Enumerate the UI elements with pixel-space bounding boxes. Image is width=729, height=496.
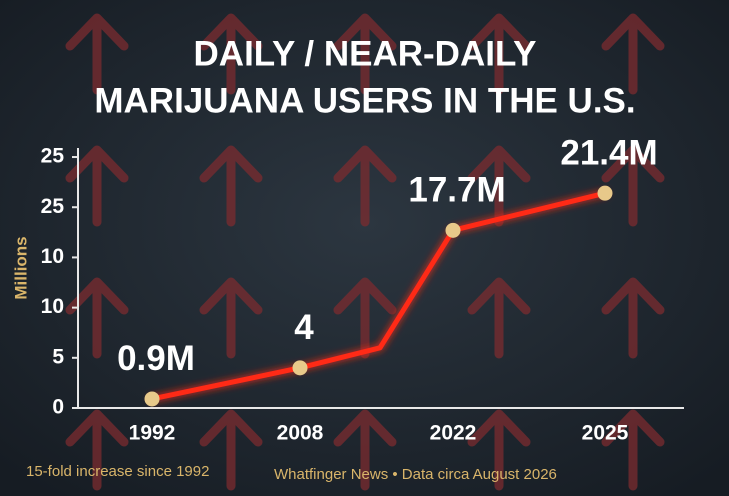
- x-tick-label: 2025: [582, 422, 629, 445]
- data-label: 21.4M: [560, 133, 657, 172]
- y-axis-label: Millions: [11, 236, 30, 299]
- chart-title: DAILY / NEAR-DAILY: [194, 34, 537, 73]
- footnote: 15-fold increase since 1992: [26, 463, 209, 480]
- chart-title: MARIJUANA USERS IN THE U.S.: [94, 81, 635, 120]
- point: [597, 185, 613, 201]
- point: [292, 360, 308, 376]
- y-tick-label: 25: [41, 145, 65, 168]
- data-label: 0.9M: [117, 339, 195, 378]
- y-tick-label: 10: [41, 245, 64, 268]
- y-tick-label: 25: [41, 195, 65, 218]
- source-note: Whatfinger News • Data circa August 2026: [274, 466, 557, 483]
- x-tick-label: 2022: [430, 422, 477, 445]
- y-tick-label: 0: [52, 396, 64, 419]
- data-label: 17.7M: [408, 171, 505, 210]
- data-label: 4: [294, 308, 314, 347]
- point: [144, 391, 160, 407]
- x-tick-label: 2008: [277, 422, 324, 445]
- y-tick-label: 5: [52, 345, 64, 368]
- line: [149, 190, 608, 402]
- x-tick-label: 1992: [129, 422, 176, 445]
- y-tick-label: 10: [41, 295, 64, 318]
- point: [445, 222, 461, 238]
